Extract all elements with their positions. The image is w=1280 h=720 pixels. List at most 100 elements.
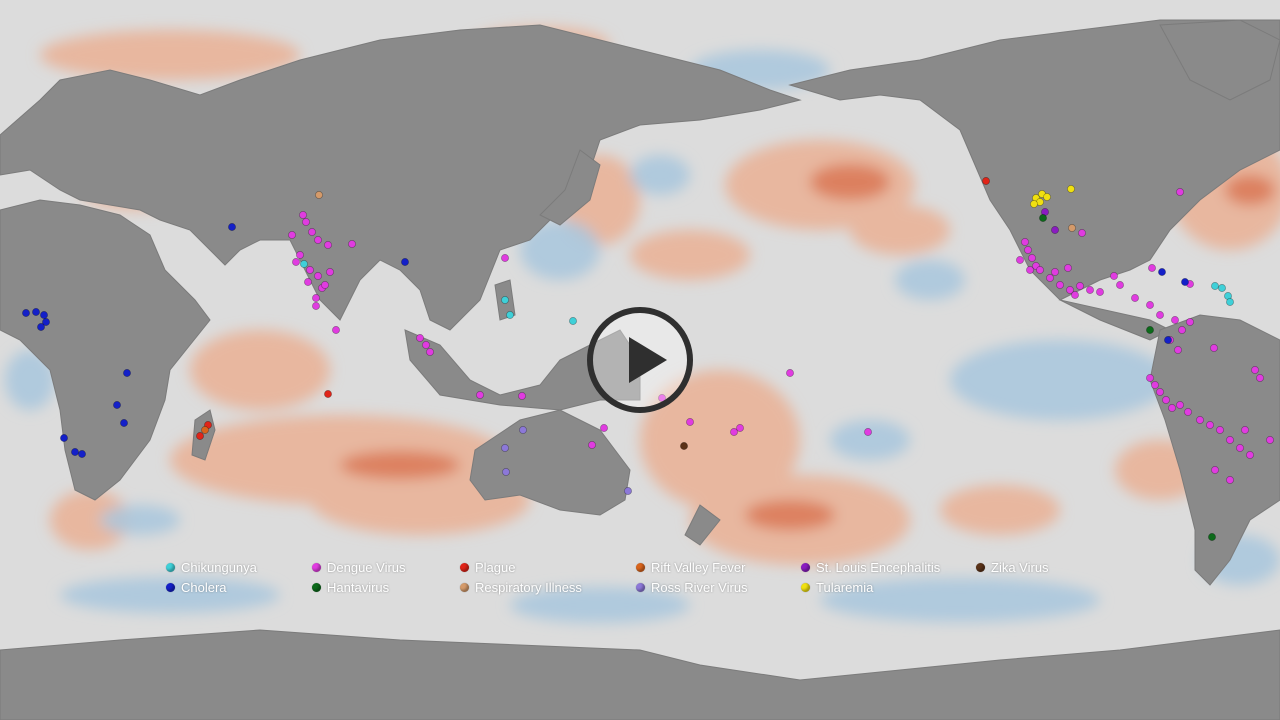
outbreak-marker — [299, 211, 307, 219]
outbreak-marker — [1066, 286, 1074, 294]
outbreak-marker — [1208, 533, 1216, 541]
legend-label: Ross River Virus — [651, 580, 748, 595]
outbreak-marker — [1241, 426, 1249, 434]
legend-swatch — [460, 583, 469, 592]
outbreak-marker — [1162, 396, 1170, 404]
outbreak-marker — [1068, 224, 1076, 232]
outbreak-marker — [422, 341, 430, 349]
outbreak-marker — [1146, 301, 1154, 309]
outbreak-marker — [1028, 254, 1036, 262]
legend-swatch — [636, 583, 645, 592]
legend-label: Chikungunya — [181, 560, 257, 575]
outbreak-marker — [600, 424, 608, 432]
outbreak-marker — [1131, 294, 1139, 302]
outbreak-marker — [426, 348, 434, 356]
legend-label: Plague — [475, 560, 516, 575]
outbreak-marker — [312, 294, 320, 302]
outbreak-marker — [32, 308, 40, 316]
outbreak-marker — [228, 223, 236, 231]
outbreak-marker — [1146, 326, 1154, 334]
outbreak-marker — [314, 272, 322, 280]
legend-item: Cholera — [166, 580, 227, 595]
outbreak-marker — [1039, 214, 1047, 222]
outbreak-marker — [1030, 200, 1038, 208]
outbreak-marker — [314, 236, 322, 244]
legend-label: Zika Virus — [991, 560, 1049, 575]
play-icon — [629, 337, 667, 383]
outbreak-marker — [1236, 444, 1244, 452]
outbreak-marker — [1164, 336, 1172, 344]
outbreak-marker — [324, 390, 332, 398]
outbreak-marker — [1168, 404, 1176, 412]
legend-item: Respiratory Illness — [460, 580, 582, 595]
legend-label: Respiratory Illness — [475, 580, 582, 595]
outbreak-marker — [1026, 266, 1034, 274]
outbreak-marker — [1067, 185, 1075, 193]
outbreak-marker — [1196, 416, 1204, 424]
outbreak-marker — [315, 191, 323, 199]
legend-swatch — [312, 583, 321, 592]
africa — [0, 199, 211, 501]
outbreak-marker — [1184, 408, 1192, 416]
outbreak-marker — [1181, 278, 1189, 286]
outbreak-marker — [786, 369, 794, 377]
outbreak-marker — [292, 258, 300, 266]
outbreak-marker — [71, 448, 79, 456]
outbreak-marker — [1151, 381, 1159, 389]
australia — [469, 409, 631, 516]
outbreak-marker — [42, 318, 50, 326]
outbreak-marker — [1064, 264, 1072, 272]
outbreak-marker — [1211, 282, 1219, 290]
legend-swatch — [166, 563, 175, 572]
outbreak-marker — [312, 302, 320, 310]
outbreak-marker — [1226, 298, 1234, 306]
legend-label: Hantavirus — [327, 580, 390, 595]
outbreak-marker — [1071, 291, 1079, 299]
legend-swatch — [460, 563, 469, 572]
outbreak-marker — [519, 426, 527, 434]
outbreak-marker — [1178, 326, 1186, 334]
outbreak-marker — [1148, 264, 1156, 272]
outbreak-marker — [302, 218, 310, 226]
outbreak-marker — [864, 428, 872, 436]
outbreak-marker — [324, 241, 332, 249]
outbreak-marker — [1086, 286, 1094, 294]
outbreak-marker — [78, 450, 86, 458]
outbreak-marker — [1246, 451, 1254, 459]
outbreak-marker — [401, 258, 409, 266]
outbreak-marker — [1046, 274, 1054, 282]
outbreak-marker — [22, 309, 30, 317]
outbreak-marker — [1024, 246, 1032, 254]
outbreak-marker — [1116, 281, 1124, 289]
legend-item: Ross River Virus — [636, 580, 748, 595]
outbreak-marker — [518, 392, 526, 400]
outbreak-marker — [300, 260, 308, 268]
outbreak-marker — [296, 251, 304, 259]
antarctica — [0, 629, 1280, 720]
south-america — [1149, 314, 1280, 586]
outbreak-marker — [588, 441, 596, 449]
outbreak-marker — [982, 177, 990, 185]
outbreak-marker — [1210, 344, 1218, 352]
outbreak-marker — [40, 311, 48, 319]
outbreak-marker — [501, 296, 509, 304]
legend-item: Tularemia — [801, 580, 873, 595]
outbreak-marker — [1051, 268, 1059, 276]
outbreak-marker — [506, 311, 514, 319]
outbreak-marker — [1211, 466, 1219, 474]
outbreak-marker — [1176, 188, 1184, 196]
outbreak-marker — [306, 266, 314, 274]
land-layer — [0, 19, 1280, 720]
outbreak-marker — [1021, 238, 1029, 246]
outbreak-marker — [1043, 193, 1051, 201]
outbreak-marker — [1110, 272, 1118, 280]
north-america — [788, 19, 1280, 341]
outbreak-marker — [1226, 476, 1234, 484]
outbreak-marker — [1186, 318, 1194, 326]
outbreak-marker — [1176, 401, 1184, 409]
new-zealand — [684, 504, 721, 546]
outbreak-marker — [113, 401, 121, 409]
play-button[interactable] — [587, 307, 693, 413]
